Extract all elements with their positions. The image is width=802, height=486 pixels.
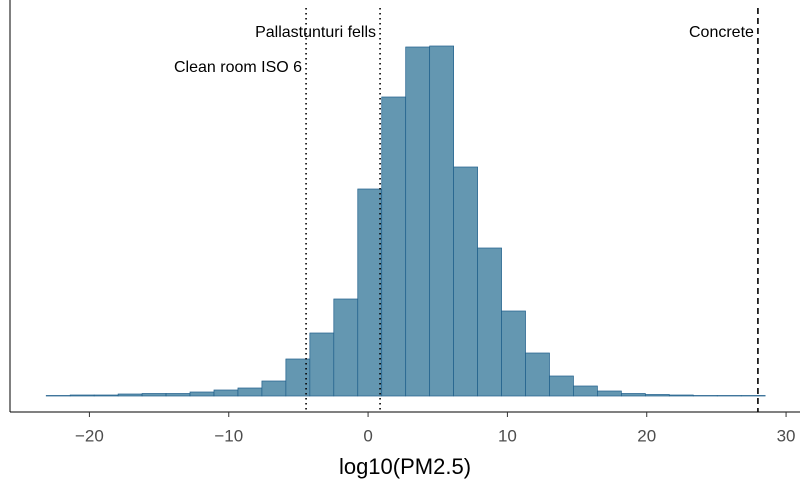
bar [740, 395, 766, 397]
x-tick-label: 20 [637, 426, 656, 445]
bar [261, 380, 287, 397]
bar [405, 46, 431, 397]
reference-label: Pallastunturi fells [255, 24, 376, 41]
bar [668, 394, 694, 397]
bar [45, 395, 71, 397]
reference-label: Clean room ISO 6 [174, 59, 302, 76]
bar [285, 358, 311, 397]
bar [117, 393, 143, 397]
bar [141, 393, 167, 397]
bar [644, 394, 670, 397]
bar [501, 310, 526, 397]
bar [381, 96, 407, 397]
bar [621, 393, 646, 397]
bar [189, 391, 215, 397]
reference-label: Concrete [689, 24, 754, 41]
bar [716, 395, 742, 397]
x-tick-label: −10 [214, 426, 243, 445]
bar [69, 394, 95, 397]
bar [429, 45, 454, 397]
x-tick-label: 0 [363, 426, 372, 445]
bar [597, 390, 622, 397]
x-tick-label: 30 [777, 426, 796, 445]
bar [357, 188, 383, 397]
bar [213, 389, 239, 397]
bar [237, 387, 263, 397]
bar [93, 394, 119, 397]
bar [525, 352, 550, 397]
x-tick-label: −20 [75, 426, 104, 445]
bar [333, 298, 359, 397]
x-tick-label: 10 [498, 426, 517, 445]
bar [477, 247, 502, 397]
bar [309, 332, 335, 397]
x-axis-label: log10(PM2.5) [339, 454, 471, 479]
bar [692, 395, 718, 397]
bar [549, 375, 574, 397]
bar [165, 393, 191, 397]
bar [453, 166, 478, 397]
bar [573, 385, 598, 397]
